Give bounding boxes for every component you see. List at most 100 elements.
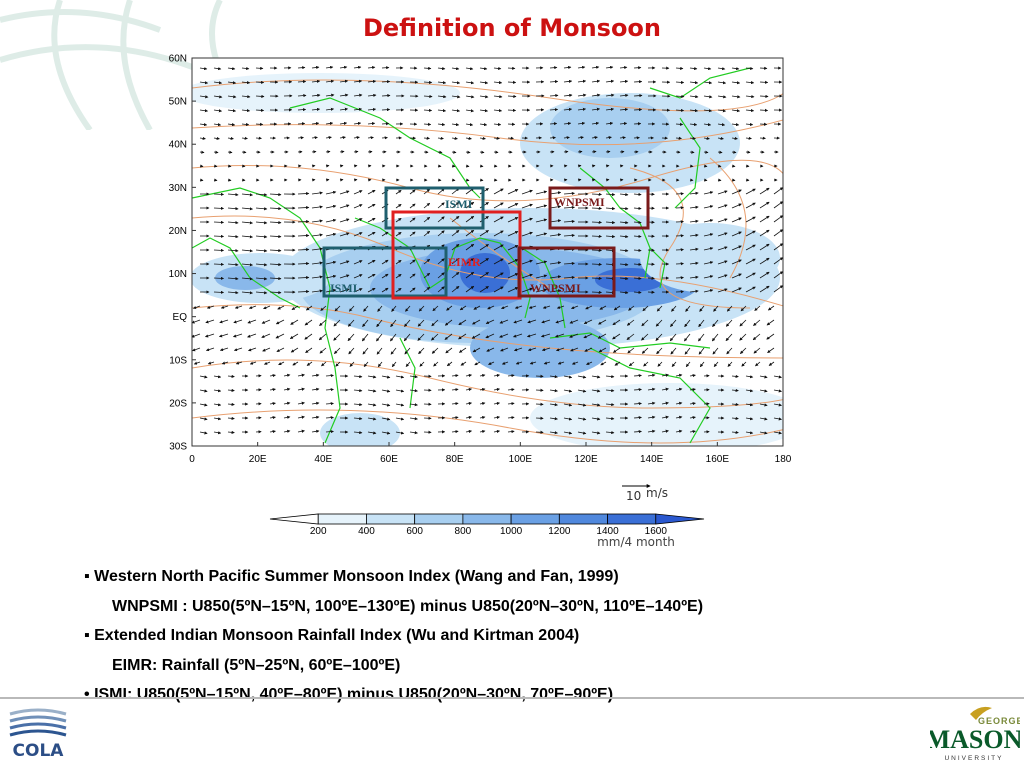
wind-vector	[339, 218, 350, 223]
wind-vector	[493, 66, 502, 71]
bullet-list: ▪ Western North Pacific Summer Monsoon I…	[84, 562, 984, 710]
wind-vector	[633, 94, 643, 98]
wind-vector	[367, 375, 377, 379]
wind-vector	[493, 230, 504, 237]
wind-vector	[395, 231, 402, 237]
wind-vector	[325, 150, 331, 154]
wind-vector	[227, 207, 239, 211]
wind-vector	[499, 333, 509, 338]
wind-vector	[479, 286, 489, 293]
wind-vector	[591, 93, 601, 97]
wind-vector	[311, 191, 323, 195]
wind-vector	[745, 272, 756, 279]
wind-vector	[376, 333, 383, 342]
wind-vector	[377, 305, 383, 312]
wind-vector	[605, 234, 616, 239]
wind-vector	[591, 192, 602, 196]
wind-vector	[367, 217, 376, 223]
wind-vector	[353, 402, 363, 407]
vector-reference: 10 m/s	[622, 484, 668, 503]
wind-vector	[275, 319, 285, 325]
wind-vector	[555, 347, 565, 352]
wind-vector	[773, 389, 783, 393]
wind-vector	[717, 123, 726, 127]
wind-vector	[465, 201, 475, 209]
wind-vector	[227, 122, 236, 127]
wind-vector	[320, 305, 327, 311]
wind-vector	[493, 122, 502, 127]
wind-vector	[339, 79, 349, 83]
colorbar-tick-label: 800	[455, 526, 472, 537]
wind-vector	[703, 150, 709, 154]
wind-vector	[437, 272, 445, 279]
wind-vector	[263, 361, 271, 365]
wind-vector	[745, 258, 756, 265]
wind-vector	[219, 319, 229, 324]
wind-vector	[349, 361, 355, 367]
wind-vector	[213, 403, 222, 407]
wind-vector	[731, 287, 742, 293]
wind-vector	[773, 403, 783, 407]
colorbar-segment	[558, 513, 608, 525]
wind-vector	[465, 285, 475, 293]
wind-vector	[535, 218, 548, 223]
wind-vector	[675, 80, 685, 85]
wind-vector	[628, 361, 635, 367]
wind-vector	[563, 375, 573, 379]
wind-vector	[713, 305, 719, 312]
wind-vector	[232, 333, 243, 338]
wind-vector	[591, 150, 597, 154]
wind-vector	[311, 219, 323, 223]
wind-vector	[605, 150, 611, 154]
wind-vector	[535, 204, 548, 209]
wind-vector	[297, 80, 307, 84]
wind-vector	[731, 150, 737, 154]
wind-vector	[234, 305, 243, 309]
wind-vector	[745, 80, 755, 85]
wind-vector	[339, 65, 348, 69]
wind-vector	[655, 319, 663, 327]
wind-vector	[759, 108, 769, 112]
wind-vector	[297, 415, 305, 419]
wind-vector	[689, 247, 699, 251]
wind-vector	[419, 361, 425, 367]
wind-vector	[319, 319, 327, 326]
wind-vector	[289, 333, 299, 339]
wind-vector	[367, 65, 376, 70]
wind-vector	[390, 333, 397, 342]
wind-vector	[431, 347, 439, 354]
wind-vector	[752, 333, 761, 341]
wind-vector	[297, 401, 305, 405]
wind-vector	[353, 430, 363, 435]
wind-vector	[633, 108, 643, 112]
wind-vector	[703, 122, 712, 127]
wind-vector	[248, 347, 257, 352]
wind-vector	[563, 275, 575, 280]
wind-vector	[451, 95, 461, 99]
wind-vector	[740, 305, 747, 312]
wind-vector	[423, 216, 431, 223]
wind-vector	[458, 347, 467, 353]
wind-vector	[513, 333, 523, 338]
wind-vector	[221, 361, 229, 365]
wind-vector	[633, 220, 642, 225]
wind-vector	[241, 80, 251, 85]
lon-tick-label: 60E	[380, 454, 398, 465]
wind-vector	[661, 429, 669, 433]
wind-vector	[199, 150, 205, 154]
wind-vector	[423, 66, 432, 70]
colorbar-segment	[462, 513, 512, 525]
wind-vector	[643, 361, 649, 367]
wind-vector	[479, 122, 488, 127]
wind-vector	[759, 201, 770, 209]
wind-vector	[311, 415, 320, 419]
wind-vector	[297, 233, 310, 238]
wind-vector	[404, 347, 411, 355]
wind-vector	[493, 80, 503, 85]
wind-vector	[759, 257, 770, 265]
wind-vector	[507, 80, 517, 84]
wind-vector	[577, 417, 587, 421]
wind-vector	[451, 81, 461, 85]
wind-vector	[731, 81, 741, 85]
wind-vector	[255, 291, 268, 295]
